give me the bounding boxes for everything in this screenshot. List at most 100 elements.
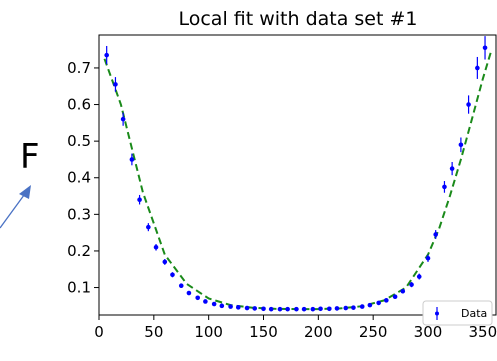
data-point bbox=[211, 301, 217, 307]
data-point bbox=[449, 162, 455, 176]
y-tick-label: 0.5 bbox=[67, 132, 91, 150]
data-point bbox=[334, 306, 340, 311]
data-marker bbox=[400, 288, 406, 294]
data-marker bbox=[244, 305, 250, 311]
data-marker bbox=[310, 306, 316, 312]
y-axis: 0.1 0.2 0.3 0.4 0.5 0.6 0.7 bbox=[67, 59, 99, 297]
data-point bbox=[104, 45, 109, 65]
data-point bbox=[351, 305, 356, 310]
data-marker bbox=[294, 306, 299, 312]
data-point bbox=[170, 272, 175, 278]
data-point bbox=[235, 305, 241, 310]
data-marker bbox=[301, 306, 307, 312]
data-point bbox=[285, 306, 290, 312]
data-marker bbox=[442, 184, 447, 190]
chart-title: Local fit with data set #1 bbox=[178, 8, 417, 30]
data-point bbox=[318, 306, 323, 312]
data-marker bbox=[318, 306, 323, 312]
x-tick-label: 150 bbox=[249, 323, 278, 341]
data-point bbox=[301, 306, 307, 312]
data-marker bbox=[178, 283, 184, 289]
data-marker bbox=[146, 224, 151, 230]
data-point bbox=[137, 194, 142, 205]
y-tick-label: 0.7 bbox=[67, 59, 91, 77]
plot-frame bbox=[98, 34, 497, 316]
data-marker bbox=[120, 116, 126, 122]
data-point bbox=[416, 273, 422, 280]
data-point bbox=[425, 254, 431, 262]
data-marker bbox=[425, 255, 431, 261]
data-marker bbox=[252, 306, 258, 311]
data-point bbox=[244, 305, 250, 311]
panel-letter: F bbox=[20, 137, 40, 177]
data-point bbox=[433, 230, 438, 239]
data-point bbox=[376, 300, 381, 306]
data-point bbox=[195, 295, 201, 301]
data-marker bbox=[268, 306, 274, 312]
data-point bbox=[466, 95, 471, 114]
x-tick-label: 100 bbox=[194, 323, 223, 341]
x-tick-label: 350 bbox=[469, 323, 497, 341]
data-marker bbox=[384, 298, 389, 303]
data-point bbox=[327, 306, 332, 312]
pointer-arrow bbox=[0, 185, 31, 229]
data-marker bbox=[137, 197, 142, 203]
y-tick-label: 0.4 bbox=[67, 169, 91, 187]
data-marker bbox=[343, 305, 349, 311]
data-marker bbox=[277, 306, 283, 312]
data-marker bbox=[458, 142, 464, 148]
data-point bbox=[146, 223, 151, 232]
data-marker bbox=[334, 306, 340, 311]
data-point bbox=[359, 304, 365, 309]
y-tick-label: 0.6 bbox=[67, 96, 91, 114]
data-point bbox=[343, 305, 349, 311]
data-point bbox=[475, 56, 480, 79]
legend-box bbox=[422, 300, 493, 326]
data-point bbox=[268, 306, 274, 312]
data-point bbox=[294, 306, 299, 312]
data-point bbox=[367, 302, 373, 308]
legend-label-data: Data bbox=[461, 307, 487, 320]
data-point bbox=[277, 306, 283, 312]
data-marker bbox=[376, 300, 381, 306]
data-point bbox=[153, 243, 159, 251]
data-marker bbox=[195, 295, 201, 301]
data-point bbox=[203, 299, 208, 304]
data-point bbox=[129, 153, 135, 166]
data-marker bbox=[129, 157, 135, 162]
y-tick-label: 0.1 bbox=[67, 279, 91, 297]
data-marker bbox=[211, 301, 217, 307]
data-marker bbox=[409, 282, 414, 287]
data-point bbox=[252, 306, 258, 311]
data-marker bbox=[261, 306, 266, 312]
data-marker bbox=[235, 305, 241, 310]
data-point bbox=[442, 181, 447, 193]
x-tick-label: 50 bbox=[144, 323, 163, 341]
x-tick-label: 200 bbox=[304, 323, 333, 341]
data-marker bbox=[327, 306, 332, 312]
data-marker bbox=[162, 259, 168, 265]
x-axis: 0 50 100 150 200 250 300 350 bbox=[94, 315, 497, 341]
data-point bbox=[120, 112, 126, 126]
data-point bbox=[409, 282, 414, 288]
data-marker bbox=[482, 45, 488, 51]
data-marker bbox=[466, 102, 471, 107]
data-marker bbox=[433, 232, 438, 237]
data-point bbox=[384, 298, 389, 303]
data-point bbox=[219, 303, 225, 309]
fit-line bbox=[103, 49, 493, 311]
data-point bbox=[310, 306, 316, 312]
data-marker bbox=[416, 274, 422, 279]
data-marker bbox=[113, 82, 118, 87]
data-point bbox=[392, 294, 398, 299]
data-marker bbox=[219, 303, 225, 309]
data-marker bbox=[170, 272, 175, 278]
data-marker bbox=[186, 290, 192, 296]
data-marker bbox=[104, 52, 109, 58]
data-marker bbox=[285, 306, 290, 312]
data-marker bbox=[449, 166, 455, 171]
data-point bbox=[458, 137, 464, 153]
data-marker bbox=[351, 305, 356, 310]
data-point bbox=[186, 290, 192, 296]
legend: Data bbox=[422, 300, 493, 326]
